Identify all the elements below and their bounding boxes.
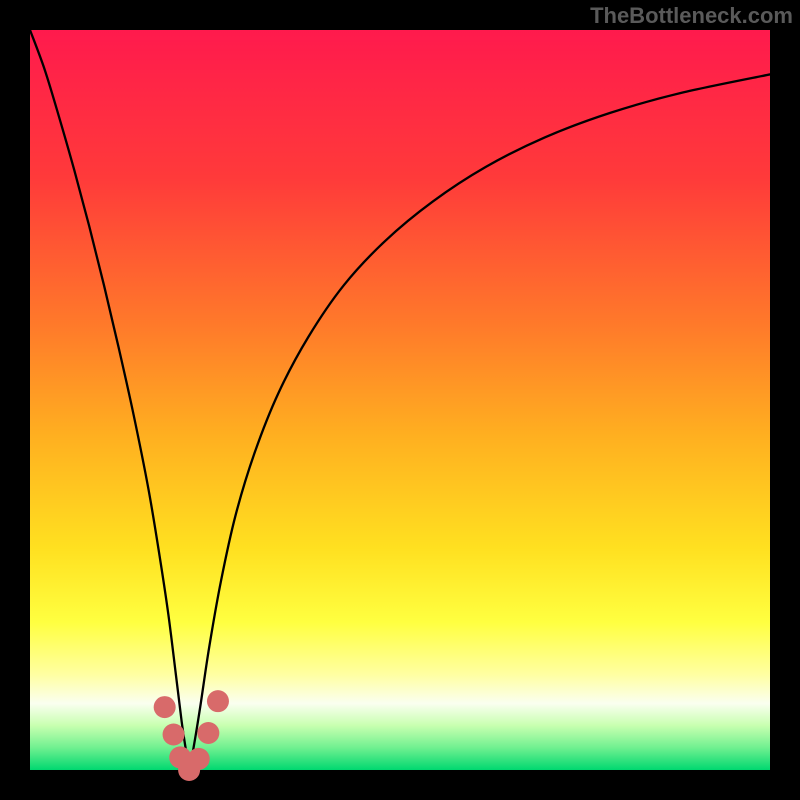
plot-background: [30, 30, 770, 770]
chart-stage: TheBottleneck.com: [0, 0, 800, 800]
curve-marker: [197, 722, 219, 744]
curve-marker: [188, 748, 210, 770]
curve-marker: [207, 690, 229, 712]
curve-marker: [163, 723, 185, 745]
chart-svg: [0, 0, 800, 800]
curve-marker: [154, 696, 176, 718]
